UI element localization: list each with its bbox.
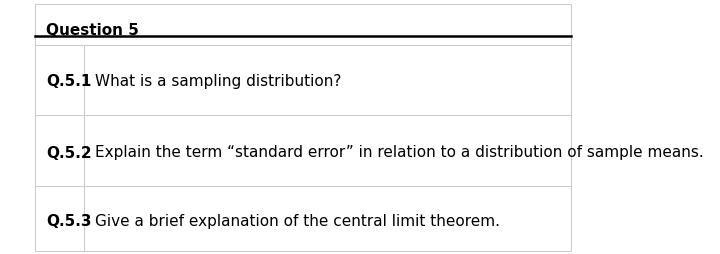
Text: Q.5.3: Q.5.3	[46, 214, 91, 228]
Text: Question 5: Question 5	[46, 23, 139, 38]
Text: Give a brief explanation of the central limit theorem.: Give a brief explanation of the central …	[95, 214, 500, 228]
FancyBboxPatch shape	[35, 5, 572, 251]
Text: What is a sampling distribution?: What is a sampling distribution?	[95, 74, 341, 89]
Text: Explain the term “standard error” in relation to a distribution of sample means.: Explain the term “standard error” in rel…	[95, 145, 704, 160]
Text: Q.5.1: Q.5.1	[46, 74, 91, 89]
Text: Q.5.2: Q.5.2	[46, 145, 91, 160]
